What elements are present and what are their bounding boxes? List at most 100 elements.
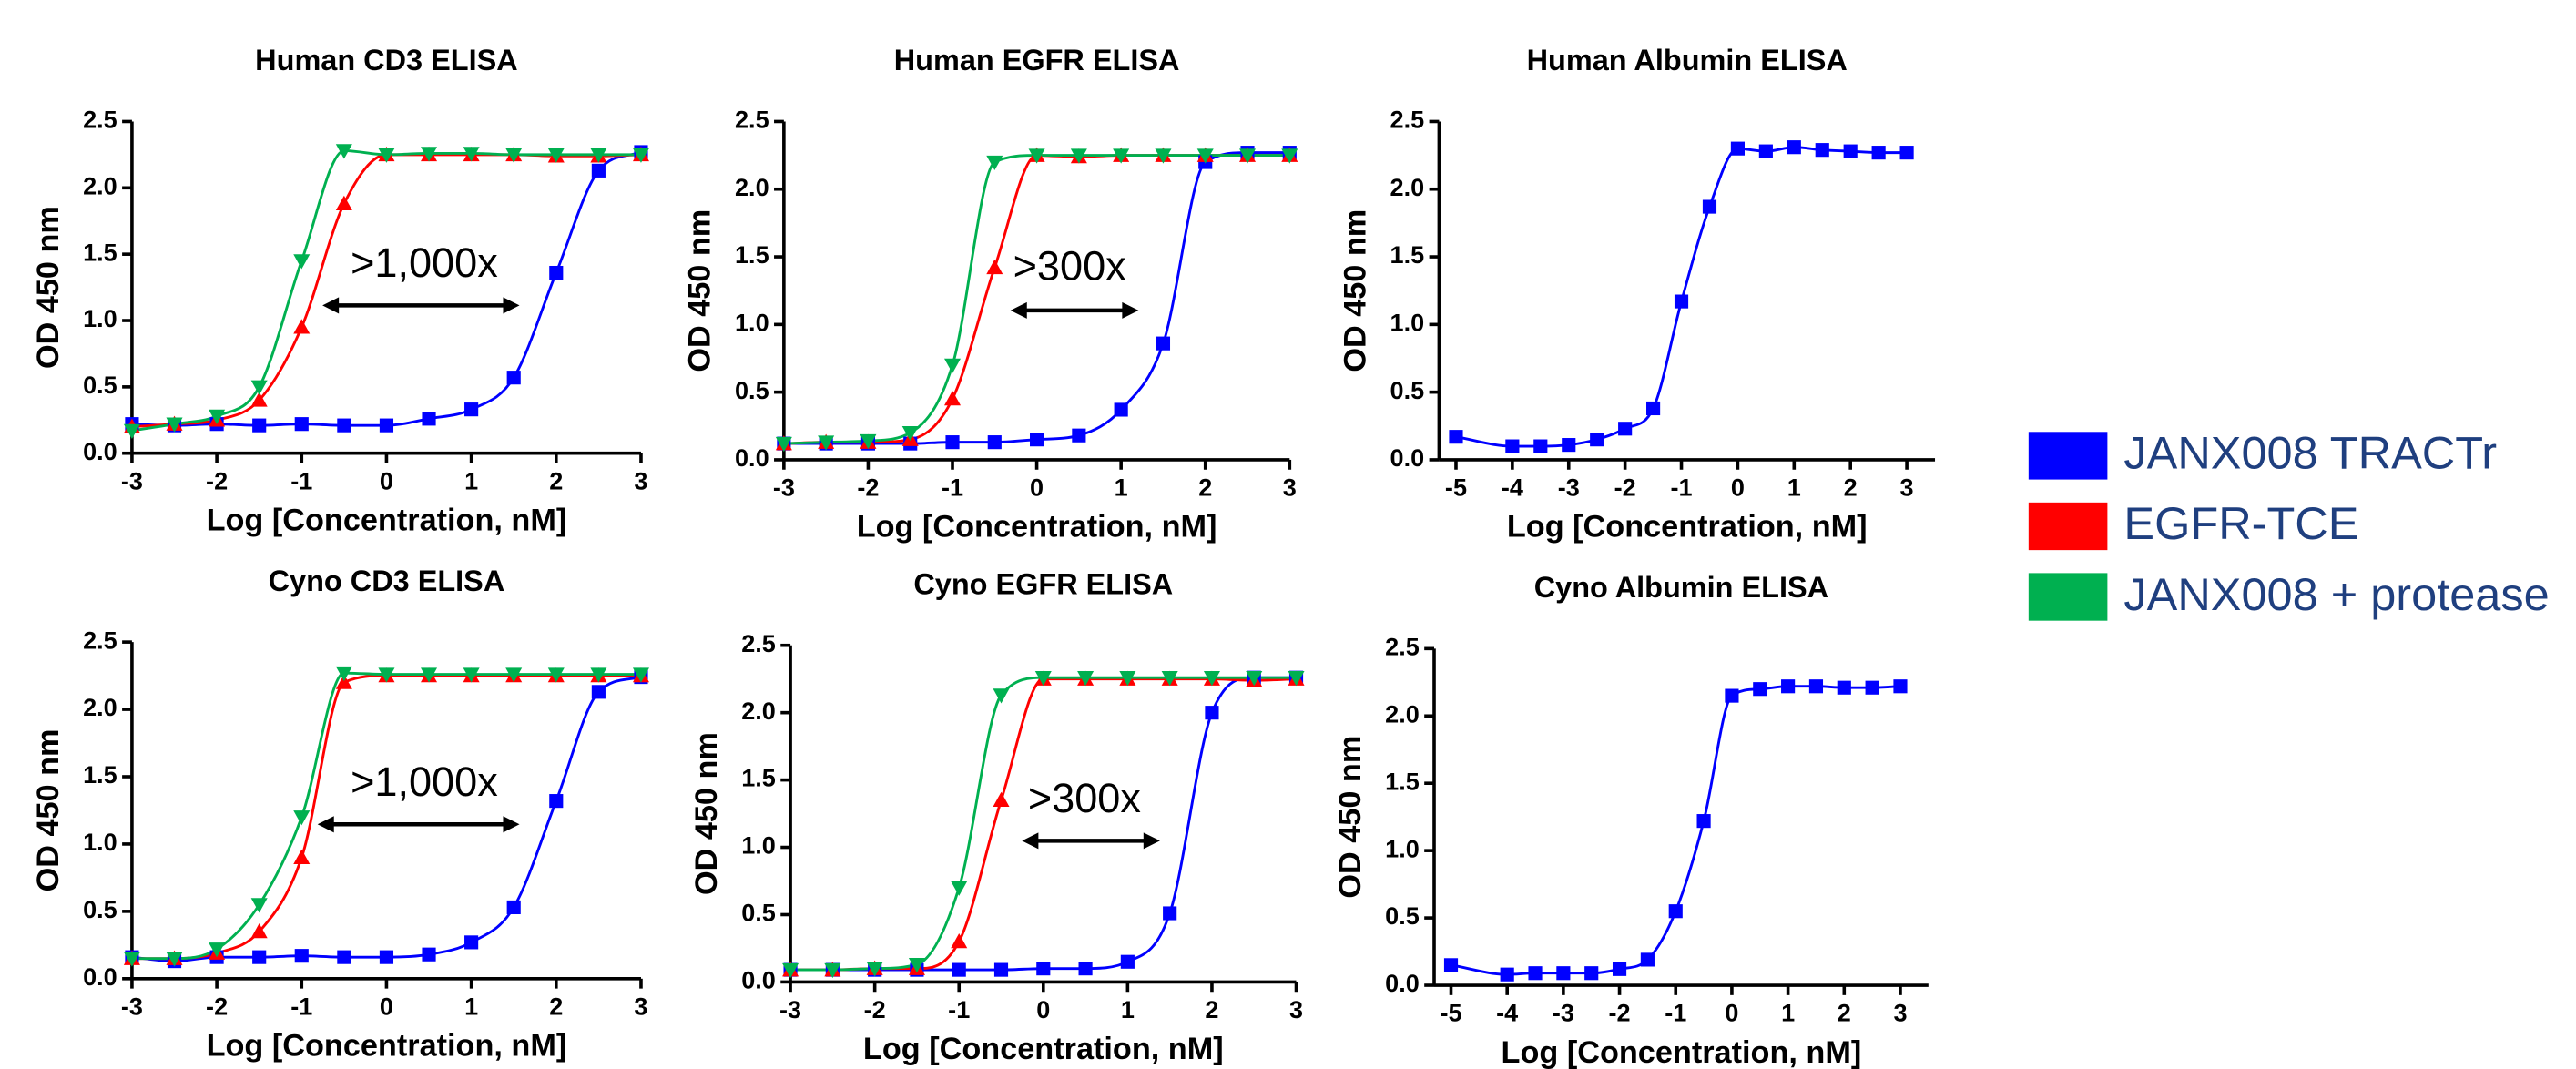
x-tick-label: 2 — [549, 993, 563, 1020]
data-point — [250, 923, 268, 939]
data-point — [1865, 680, 1879, 695]
data-point — [1899, 146, 1914, 160]
data-point — [943, 391, 962, 406]
x-tick-label: 1 — [464, 993, 478, 1020]
data-point — [1030, 433, 1044, 447]
panel: Cyno EGFR ELISA 0.0 0.5 1.0 1.5 2.0 2.5 -3 -2 -1 0… — [689, 567, 1303, 1066]
data-point — [860, 433, 877, 450]
data-point — [632, 148, 649, 163]
y-axis-label: OD 450 nm — [689, 732, 724, 895]
x-axis-label: Log [Concentration, nM] — [857, 510, 1217, 545]
data-point — [252, 418, 267, 433]
legend: JANX008 TRACTr EGFR-TCE JANX008 + protease — [2028, 427, 2550, 621]
x-tick-label: 3 — [634, 993, 647, 1020]
y-tick-label: 2.5 — [83, 107, 117, 134]
data-point — [547, 667, 565, 683]
x-tick-label: -3 — [121, 993, 143, 1020]
x-axis-label: Log [Concentration, nM] — [207, 504, 567, 538]
data-point — [1119, 671, 1136, 687]
data-point — [505, 148, 523, 163]
x-tick-label: -5 — [1445, 474, 1467, 502]
x-tick-label: 1 — [1787, 474, 1801, 502]
fit-curve — [783, 154, 1290, 445]
x-tick-label: -1 — [290, 993, 312, 1020]
data-point — [1696, 814, 1711, 829]
x-tick-label: 2 — [549, 467, 563, 494]
fit-curve — [131, 153, 642, 429]
data-point — [1113, 148, 1130, 164]
data-point — [1893, 679, 1908, 694]
y-tick-label: 2.5 — [1390, 107, 1425, 134]
data-point — [250, 898, 268, 913]
data-point — [1161, 671, 1178, 687]
data-point — [1036, 962, 1051, 976]
data-point — [463, 147, 480, 162]
y-tick-label: 0.0 — [741, 967, 776, 994]
x-tick-label: -1 — [942, 474, 963, 502]
data-point — [421, 147, 438, 162]
data-point — [1871, 146, 1886, 160]
annotation: >1,000x — [351, 758, 498, 805]
y-tick-label: 2.5 — [741, 630, 776, 657]
y-tick-label: 0.0 — [83, 438, 117, 465]
data-point — [1533, 439, 1548, 453]
annotation: >300x — [1028, 775, 1142, 821]
data-point — [379, 418, 394, 433]
y-tick-label: 0.0 — [1385, 970, 1420, 997]
data-point — [1246, 671, 1263, 687]
x-tick-label: -1 — [290, 467, 312, 494]
x-tick-label: 0 — [1725, 1000, 1738, 1027]
legend-swatch — [2028, 502, 2108, 551]
x-tick-label: -2 — [864, 996, 886, 1023]
data-point — [782, 962, 799, 979]
x-tick-label: -3 — [121, 467, 143, 494]
x-tick-label: -4 — [1502, 474, 1523, 502]
x-tick-label: 0 — [380, 467, 393, 494]
data-point — [1781, 679, 1796, 694]
data-point — [209, 942, 226, 958]
legend-label: JANX008 + protease — [2123, 568, 2549, 620]
x-tick-label: -3 — [1553, 1000, 1574, 1027]
data-point — [1815, 143, 1829, 158]
data-point — [1590, 433, 1604, 447]
y-tick-label: 0.0 — [1390, 444, 1425, 472]
legend-label: JANX008 TRACTr — [2123, 427, 2497, 479]
data-point — [590, 148, 607, 163]
y-tick-label: 1.0 — [83, 829, 117, 856]
data-point — [293, 849, 311, 864]
x-tick-label: 1 — [1121, 996, 1135, 1023]
data-point — [1288, 671, 1305, 687]
data-point — [549, 265, 564, 280]
data-point — [1725, 688, 1739, 703]
x-tick-label: -1 — [1665, 1000, 1686, 1027]
x-tick-label: 3 — [1283, 474, 1297, 502]
data-point — [632, 667, 649, 683]
fit-curve — [131, 150, 642, 427]
data-point — [951, 933, 968, 949]
data-point — [943, 358, 962, 373]
arrow-head — [1022, 832, 1160, 850]
fit-curve — [783, 151, 1290, 445]
x-tick-label: 3 — [634, 467, 647, 494]
data-point — [293, 810, 311, 826]
data-point — [993, 962, 1009, 977]
x-tick-label: -3 — [1558, 474, 1580, 502]
data-point — [1077, 671, 1095, 687]
data-point — [464, 402, 479, 417]
y-tick-label: 1.0 — [83, 305, 117, 332]
x-tick-label: 0 — [380, 993, 393, 1020]
y-tick-label: 2.5 — [83, 626, 117, 654]
data-point — [1155, 148, 1172, 164]
data-point — [1070, 148, 1087, 164]
data-point — [422, 412, 436, 426]
chart-title: Cyno Albumin ELISA — [1534, 571, 1828, 604]
panel: Cyno Albumin ELISA 0.0 0.5 1.0 1.5 2.0 2.5 -5 -4… — [1333, 571, 1929, 1069]
data-point — [1443, 958, 1459, 972]
y-tick-label: 0.5 — [1390, 377, 1425, 404]
x-tick-label: -1 — [1671, 474, 1693, 502]
y-tick-label: 2.0 — [83, 172, 117, 199]
data-point — [506, 900, 521, 915]
data-point — [1702, 199, 1717, 214]
y-tick-label: 1.5 — [83, 761, 117, 789]
chart-title: Human EGFR ELISA — [894, 44, 1180, 76]
